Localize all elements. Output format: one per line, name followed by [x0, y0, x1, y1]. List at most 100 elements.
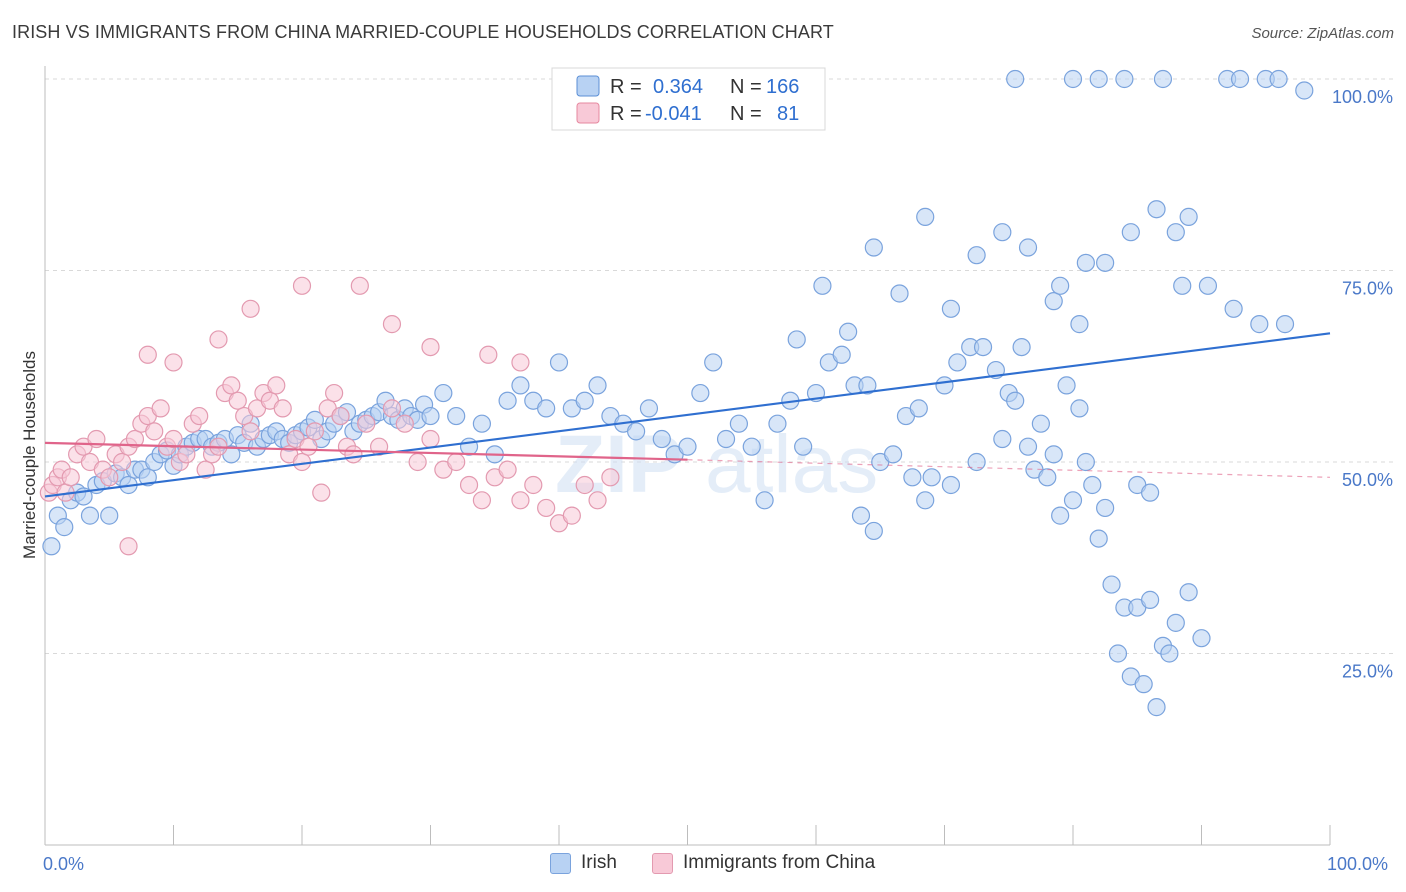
point-china — [511, 353, 530, 372]
point-irish — [498, 391, 517, 410]
point-china — [112, 452, 132, 472]
point-irish — [1006, 391, 1025, 410]
point-irish — [1070, 315, 1089, 334]
point-china — [350, 276, 369, 295]
point-irish — [967, 246, 986, 265]
trend-line-china-extrapolated — [687, 459, 1331, 478]
legend-n-label: N = — [730, 103, 762, 125]
point-china — [299, 437, 318, 456]
point-irish — [1198, 276, 1218, 295]
point-china — [241, 422, 260, 441]
point-china — [312, 483, 331, 502]
point-irish — [42, 537, 61, 556]
point-irish — [80, 506, 100, 525]
legend-n-value: 166 — [766, 76, 799, 98]
point-china — [357, 414, 376, 433]
point-irish — [1089, 69, 1108, 89]
point-china — [575, 475, 594, 495]
y-axis-label: Married-couple Households — [20, 351, 39, 559]
point-irish — [909, 399, 928, 418]
x-tick-label-max: 100.0% — [1327, 854, 1388, 874]
point-irish — [890, 284, 909, 303]
trend-line-china — [44, 441, 688, 461]
point-irish — [549, 353, 569, 372]
y-tick-labels: 25.0% 50.0% 75.0% 100.0% — [1332, 87, 1393, 682]
point-china — [344, 445, 363, 464]
point-irish — [1083, 475, 1102, 495]
point-irish — [447, 406, 466, 426]
point-irish — [1179, 207, 1198, 226]
legend-row-china: R = -0.041 N = 81 — [576, 102, 799, 125]
point-irish — [1134, 675, 1153, 694]
point-irish — [973, 338, 993, 357]
point-china — [164, 429, 183, 449]
point-china — [382, 315, 402, 334]
point-irish — [1063, 491, 1083, 510]
point-china — [228, 391, 247, 410]
legend-r-value: -0.041 — [645, 103, 702, 125]
point-irish — [1076, 253, 1095, 272]
point-irish — [1102, 575, 1121, 594]
point-irish — [100, 506, 119, 525]
point-irish — [1006, 69, 1025, 89]
point-china — [273, 399, 292, 418]
point-irish — [1076, 452, 1095, 472]
point-irish — [678, 437, 697, 456]
point-irish — [1192, 629, 1211, 648]
point-irish — [421, 406, 440, 426]
point-irish — [935, 376, 954, 395]
point-irish — [742, 437, 761, 456]
point-irish — [1140, 483, 1160, 502]
point-china — [601, 468, 620, 487]
data-points — [39, 69, 1314, 717]
legend-item-irish: Irish — [550, 852, 617, 874]
point-irish — [652, 429, 671, 449]
point-irish — [941, 475, 961, 495]
point-china — [498, 460, 517, 479]
point-irish — [1096, 498, 1115, 518]
y-tick-label: 25.0% — [1342, 662, 1393, 682]
legend-swatch-irish — [576, 75, 600, 97]
point-irish — [1044, 445, 1063, 464]
point-china — [100, 468, 119, 487]
point-irish — [1038, 468, 1057, 487]
point-irish — [903, 468, 922, 487]
point-china — [177, 445, 196, 464]
point-china — [524, 475, 543, 495]
legend-swatch-china — [652, 852, 673, 874]
point-china — [331, 406, 350, 426]
point-irish — [1063, 69, 1083, 89]
point-china — [209, 330, 228, 349]
point-irish — [1275, 315, 1295, 334]
point-irish — [1012, 338, 1031, 357]
chart-title: IRISH VS IMMIGRANTS FROM CHINA MARRIED-C… — [12, 22, 834, 42]
point-irish — [1044, 292, 1063, 311]
point-irish — [1070, 399, 1089, 418]
chart-source: Source: ZipAtlas.com — [1251, 25, 1394, 42]
trend-lines — [44, 332, 1331, 498]
point-china — [421, 429, 440, 449]
point-china — [562, 506, 581, 525]
axes — [44, 66, 1331, 846]
point-irish — [993, 223, 1012, 242]
legend-r-label: R = — [610, 76, 642, 98]
point-irish — [1121, 223, 1140, 242]
point-china — [151, 399, 170, 418]
point-irish — [755, 491, 774, 510]
point-irish — [1230, 69, 1250, 89]
point-irish — [472, 414, 491, 433]
point-china — [447, 452, 466, 472]
point-china — [395, 414, 414, 433]
point-china — [267, 376, 286, 395]
point-irish — [537, 399, 556, 418]
point-irish — [1051, 276, 1070, 295]
point-irish — [55, 518, 74, 537]
point-china — [190, 406, 209, 426]
point-china — [325, 383, 344, 403]
point-irish — [1115, 69, 1134, 89]
y-tick-label: 50.0% — [1342, 470, 1393, 490]
point-irish — [639, 399, 659, 418]
point-china — [292, 276, 312, 295]
point-china — [164, 353, 183, 372]
